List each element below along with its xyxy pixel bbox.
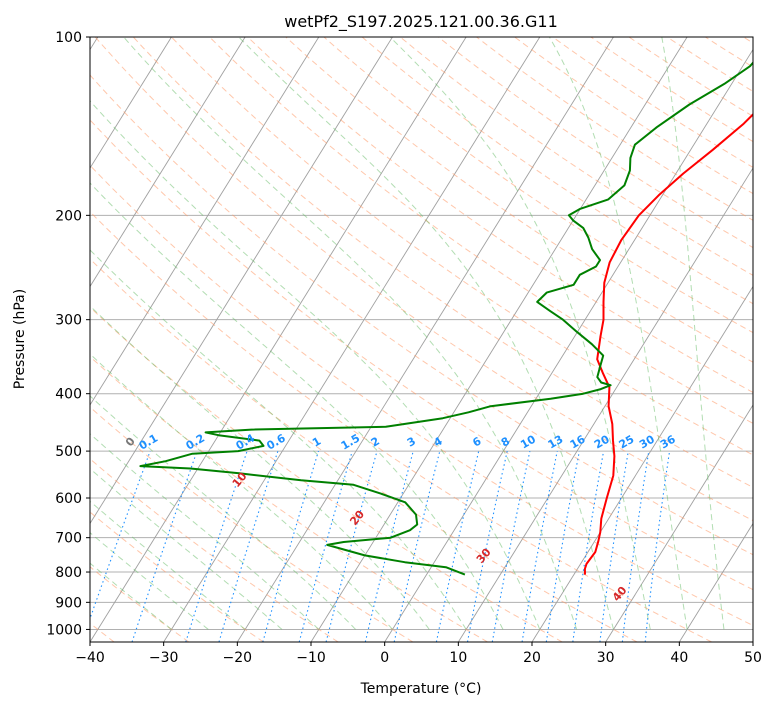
dry-adiabat <box>0 37 264 642</box>
mixing-ratio-label: 1 <box>310 435 323 450</box>
mixing-ratio-line <box>573 451 604 642</box>
x-tick-label: 30 <box>597 650 615 666</box>
mixing-ratio-label: 10 <box>518 432 538 451</box>
isotherm-line <box>0 37 245 642</box>
mixing-ratio-label: 25 <box>617 433 637 452</box>
mixing-ratio-label: 2 <box>369 435 382 450</box>
mixing-ratio-label: 4 <box>432 434 445 449</box>
dry-adiabat <box>477 37 775 642</box>
dewpoint-profile-line <box>140 37 775 575</box>
moist-adiabat <box>0 37 282 629</box>
dry-adiabat <box>0 37 189 642</box>
x-tick-label: −20 <box>223 650 253 666</box>
y-tick-label: 400 <box>55 387 82 403</box>
mixing-ratio-label: 0.6 <box>264 431 288 452</box>
dry-adiabat <box>0 37 775 642</box>
x-tick-label: −40 <box>75 650 105 666</box>
dry-adiabat <box>0 37 637 642</box>
moist-adiabat <box>0 37 356 629</box>
mixing-ratio-label: 30 <box>637 432 657 451</box>
mixing-ratio-line <box>645 451 669 642</box>
mixing-ratio-line <box>82 451 150 642</box>
mixing-ratio-line <box>132 451 197 642</box>
mixing-ratio-label: 20 <box>592 432 612 451</box>
plot-area <box>0 37 775 642</box>
chart-title: wetPf2_S197.2025.121.00.36.G11 <box>284 12 558 32</box>
dry-adiabat <box>591 37 775 642</box>
isotherm-line <box>237 37 613 642</box>
moist-adiabat <box>37 37 540 629</box>
mixing-ratio-line <box>622 451 648 642</box>
x-tick-label: −10 <box>296 650 326 666</box>
x-tick-label: 20 <box>523 650 541 666</box>
isotherm-line <box>458 37 775 642</box>
y-tick-label: 800 <box>55 565 82 581</box>
dry-adiabat <box>210 37 775 642</box>
mixing-ratio-label: 0.4 <box>234 431 258 452</box>
isotherm-line <box>90 37 466 642</box>
plot-frame <box>90 37 753 642</box>
mixing-ratio-label: 16 <box>568 432 588 451</box>
moist-adiabat <box>0 37 319 629</box>
dry-adiabat <box>286 37 775 642</box>
theta-label: 30 <box>474 546 494 566</box>
isotherm-line <box>679 37 775 642</box>
dry-adiabat <box>0 37 712 642</box>
mixing-ratio-label: 0.2 <box>184 432 207 453</box>
isotherm-line <box>385 37 761 642</box>
isotherm-line <box>16 37 392 642</box>
moist-adiabat <box>0 37 208 629</box>
isotherm-line <box>0 37 319 642</box>
mixing-ratio-line <box>492 451 530 642</box>
x-tick-label: 0 <box>380 650 389 666</box>
moist-adiabat <box>239 37 614 629</box>
y-tick-label: 1000 <box>46 622 82 638</box>
dry-adiabat <box>667 37 775 642</box>
moist-adiabat <box>549 37 687 629</box>
dry-adiabat <box>743 37 775 642</box>
x-tick-label: 40 <box>670 650 688 666</box>
temperature-profile-line <box>585 37 775 575</box>
mixing-ratio-label: 1.5 <box>339 432 362 453</box>
y-tick-label: 700 <box>55 531 82 547</box>
moist-adiabat <box>662 37 724 629</box>
dry-adiabat <box>0 37 488 642</box>
x-tick-label: 10 <box>449 650 467 666</box>
x-axis-label: Temperature (°C) <box>360 681 482 697</box>
mixing-ratio-line <box>522 451 557 642</box>
dry-adiabat <box>362 37 775 642</box>
mixing-ratio-label: 13 <box>546 433 566 452</box>
y-tick-label: 300 <box>55 313 82 329</box>
y-tick-label: 900 <box>55 595 82 611</box>
axis-ticks: 1000900800700600500400300200100−40−30−20… <box>46 30 762 666</box>
x-tick-label: 50 <box>744 650 762 666</box>
y-tick-label: 500 <box>55 444 82 460</box>
mixing-ratio-line <box>436 451 478 642</box>
dry-adiabat <box>0 37 338 642</box>
y-tick-label: 100 <box>55 30 82 46</box>
y-axis-label: Pressure (hPa) <box>12 289 28 389</box>
y-tick-label: 200 <box>55 208 82 224</box>
isotherm-line <box>753 37 775 642</box>
theta-label: 20 <box>347 508 367 528</box>
x-tick-label: −30 <box>149 650 179 666</box>
mixing-ratio-line <box>219 451 278 642</box>
y-tick-label: 600 <box>55 491 82 507</box>
mixing-ratio-label: 3 <box>405 435 418 450</box>
mixing-ratio-line <box>546 451 579 642</box>
dry-adiabat <box>57 37 775 642</box>
mixing-ratio-label: 8 <box>499 435 512 450</box>
